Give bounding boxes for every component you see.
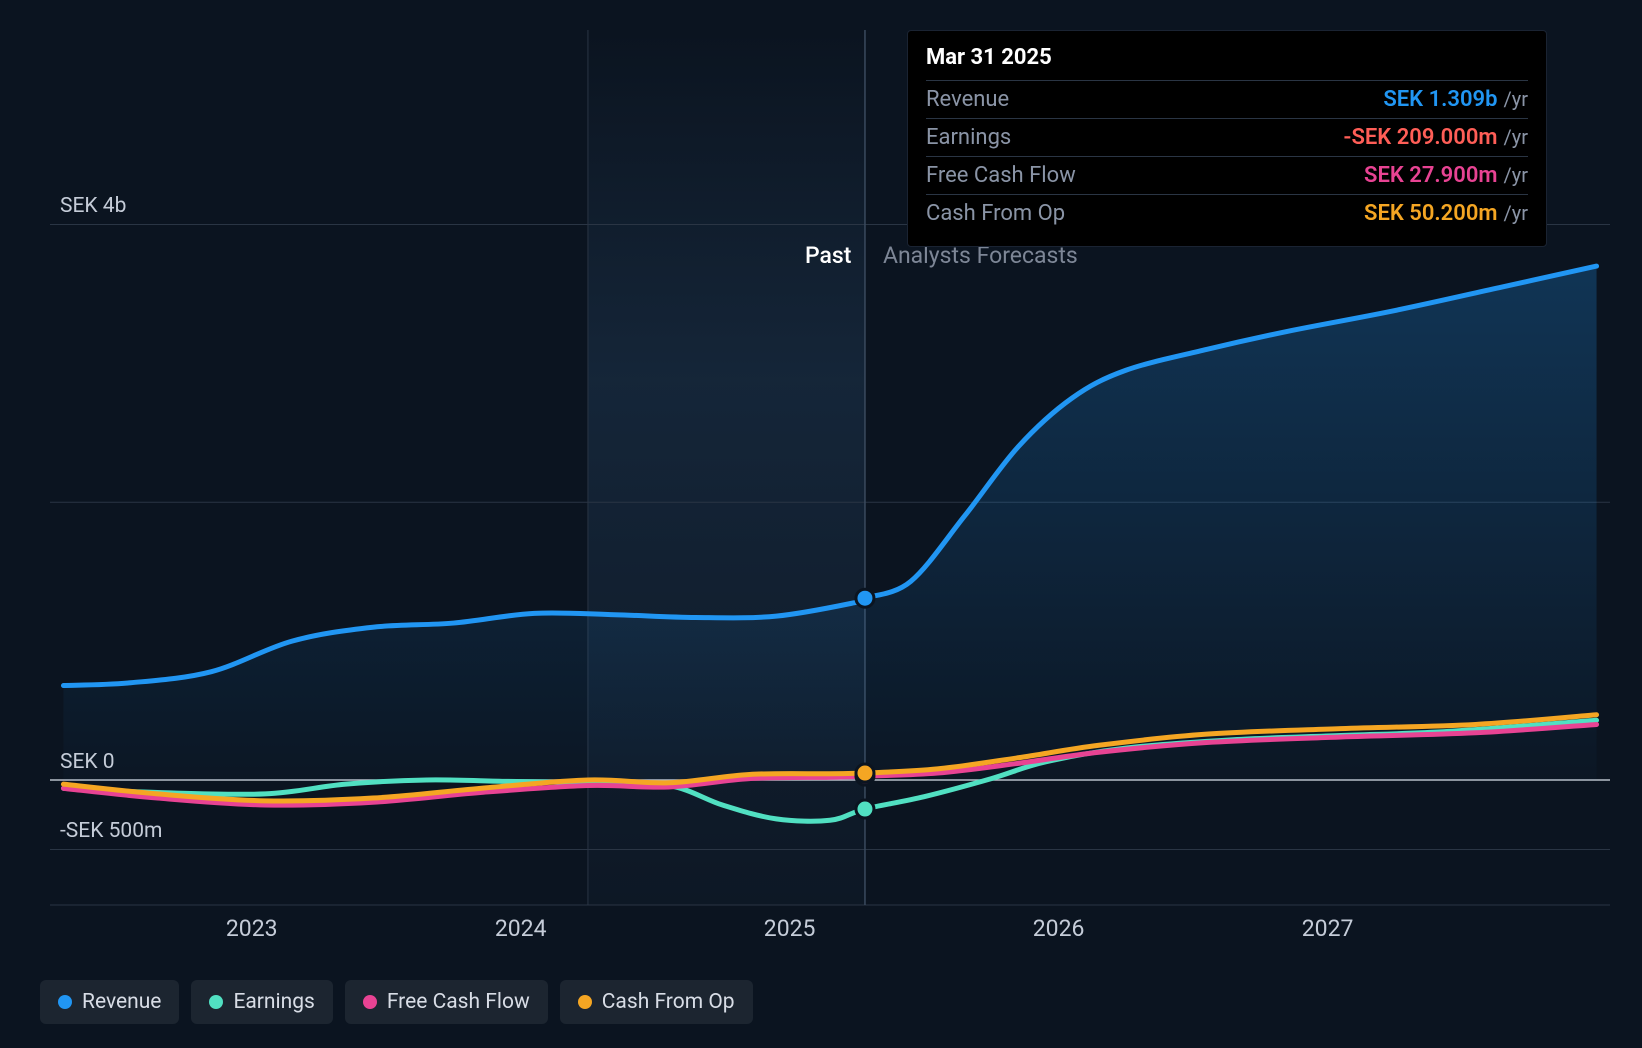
legend-item[interactable]: Revenue [40,980,179,1024]
tooltip-row-label: Free Cash Flow [926,163,1364,188]
tooltip-row: RevenueSEK 1.309b/yr [926,80,1528,118]
tooltip-row-value: SEK 1.309b [1383,87,1497,112]
legend-item-label: Earnings [233,990,314,1014]
chart-tooltip: Mar 31 2025 RevenueSEK 1.309b/yrEarnings… [907,30,1547,247]
tooltip-row: Free Cash FlowSEK 27.900m/yr [926,156,1528,194]
x-axis-label: 2023 [226,915,278,942]
legend-dot-icon [209,995,223,1009]
financial-chart: SEK 4b SEK 0 -SEK 500m 2023 2024 2025 2026 202… [30,30,1612,1018]
tooltip-row-label: Earnings [926,125,1343,150]
tooltip-row: Cash From OpSEK 50.200m/yr [926,194,1528,232]
legend-item[interactable]: Free Cash Flow [345,980,548,1024]
tooltip-row-unit: /yr [1504,125,1529,149]
tooltip-row-label: Revenue [926,87,1383,112]
x-axis-label: 2026 [1033,915,1085,942]
y-axis-label: -SEK 500m [60,819,162,843]
legend-dot-icon [58,995,72,1009]
y-axis-label: SEK 4b [60,194,126,218]
region-label-past: Past [805,242,851,269]
legend-item-label: Cash From Op [602,990,735,1014]
legend-item-label: Free Cash Flow [387,990,530,1014]
legend-dot-icon [363,995,377,1009]
y-axis-label: SEK 0 [60,750,115,774]
tooltip-row-value: -SEK 209.000m [1343,125,1497,150]
x-axis-label: 2025 [764,915,816,942]
tooltip-row-unit: /yr [1504,163,1529,187]
tooltip-row-unit: /yr [1504,201,1529,225]
legend-item[interactable]: Earnings [191,980,332,1024]
tooltip-row-label: Cash From Op [926,201,1364,226]
tooltip-row-value: SEK 50.200m [1364,201,1497,226]
legend-dot-icon [578,995,592,1009]
x-axis-label: 2027 [1302,915,1354,942]
legend-item-label: Revenue [82,990,161,1014]
legend-item[interactable]: Cash From Op [560,980,753,1024]
tooltip-row-value: SEK 27.900m [1364,163,1497,188]
tooltip-row: Earnings-SEK 209.000m/yr [926,118,1528,156]
tooltip-date: Mar 31 2025 [926,45,1528,80]
chart-legend: Revenue Earnings Free Cash Flow Cash From O… [40,980,753,1024]
tooltip-row-unit: /yr [1504,87,1529,111]
x-axis-label: 2024 [495,915,547,942]
